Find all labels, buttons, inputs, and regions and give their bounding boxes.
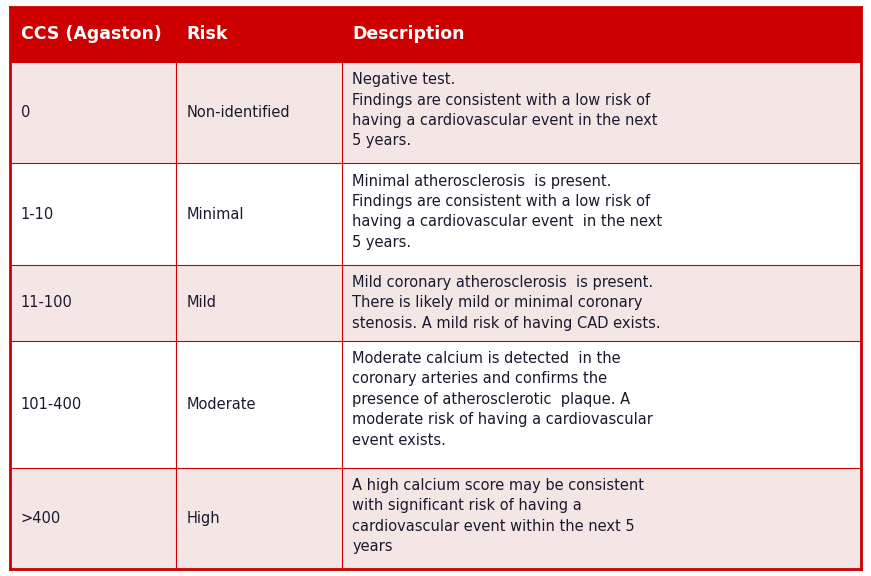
Text: Moderate calcium is detected  in the
coronary arteries and confirms the
presence: Moderate calcium is detected in the coro…: [352, 351, 653, 448]
Text: CCS (Agaston): CCS (Agaston): [21, 25, 161, 43]
Text: 1-10: 1-10: [21, 207, 54, 222]
Text: 101-400: 101-400: [21, 397, 82, 412]
Text: Negative test.
Findings are consistent with a low risk of
having a cardiovascula: Negative test. Findings are consistent w…: [352, 72, 658, 149]
Bar: [10, 7, 861, 62]
Text: Non-identified: Non-identified: [186, 105, 290, 120]
Text: Minimal: Minimal: [186, 207, 244, 222]
Text: 0: 0: [21, 105, 30, 120]
Text: Mild: Mild: [186, 295, 216, 310]
Text: A high calcium score may be consistent
with significant risk of having a
cardiov: A high calcium score may be consistent w…: [352, 478, 645, 554]
Bar: [10, 341, 861, 468]
Bar: [10, 468, 861, 569]
Text: Moderate: Moderate: [186, 397, 256, 412]
Text: High: High: [186, 511, 220, 526]
Bar: [10, 265, 861, 341]
Text: 11-100: 11-100: [21, 295, 72, 310]
Text: Minimal atherosclerosis  is present.
Findings are consistent with a low risk of
: Minimal atherosclerosis is present. Find…: [352, 173, 662, 250]
Bar: [10, 62, 861, 164]
Text: >400: >400: [21, 511, 61, 526]
Text: Mild coronary atherosclerosis  is present.
There is likely mild or minimal coron: Mild coronary atherosclerosis is present…: [352, 275, 661, 331]
Text: Risk: Risk: [186, 25, 228, 43]
Text: Description: Description: [352, 25, 465, 43]
Bar: [10, 164, 861, 265]
